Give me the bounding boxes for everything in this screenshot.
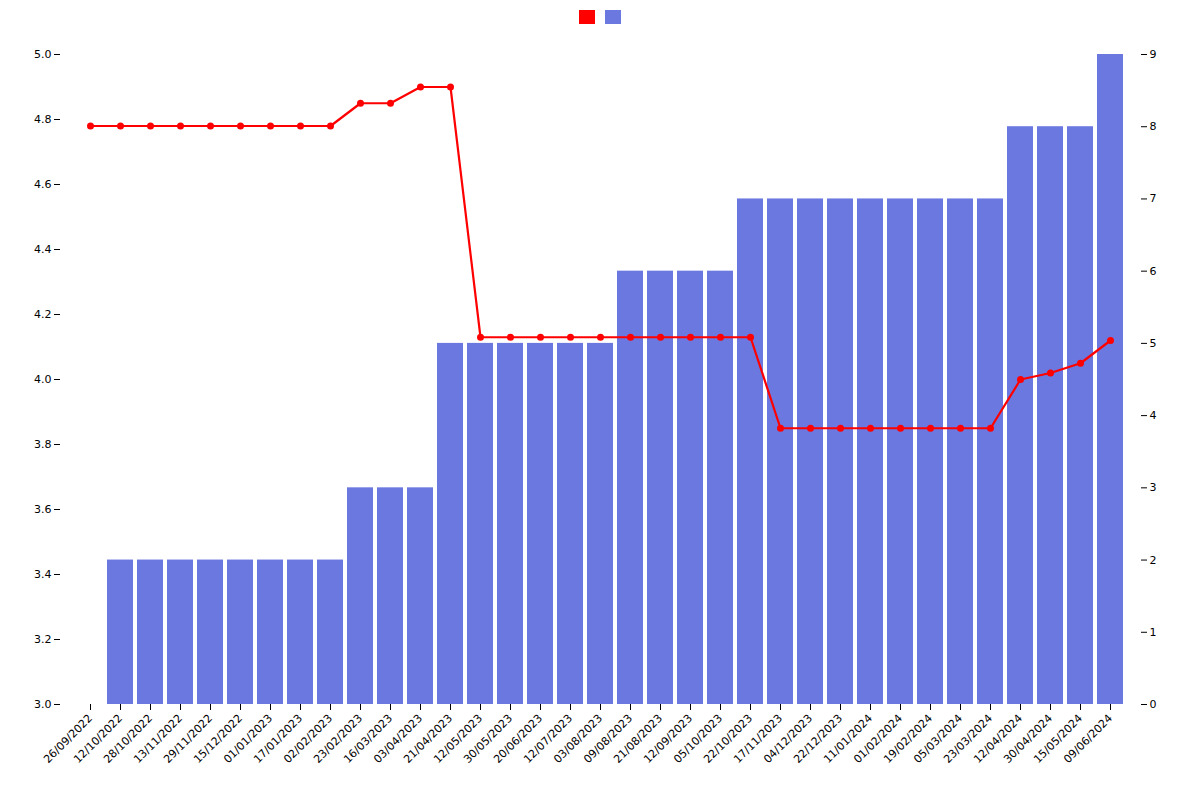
svg-text:3.8: 3.8 bbox=[34, 438, 52, 451]
svg-text:22/10/2023: 22/10/2023 bbox=[701, 711, 756, 766]
svg-text:20/06/2023: 20/06/2023 bbox=[491, 711, 546, 766]
svg-text:21/04/2023: 21/04/2023 bbox=[401, 711, 456, 766]
svg-text:5.0: 5.0 bbox=[34, 48, 52, 61]
svg-text:1: 1 bbox=[1150, 626, 1157, 639]
svg-text:12/05/2023: 12/05/2023 bbox=[431, 711, 486, 766]
svg-text:0: 0 bbox=[1150, 698, 1157, 711]
svg-text:19/02/2024: 19/02/2024 bbox=[881, 711, 936, 766]
svg-text:2: 2 bbox=[1150, 554, 1157, 567]
svg-text:03/08/2023: 03/08/2023 bbox=[551, 711, 606, 766]
svg-text:9: 9 bbox=[1150, 48, 1157, 61]
svg-text:01/02/2024: 01/02/2024 bbox=[851, 711, 906, 766]
svg-text:3.2: 3.2 bbox=[34, 633, 52, 646]
svg-text:4.4: 4.4 bbox=[34, 243, 52, 256]
svg-text:7: 7 bbox=[1150, 192, 1157, 205]
svg-text:12/10/2022: 12/10/2022 bbox=[71, 711, 126, 766]
svg-text:22/12/2023: 22/12/2023 bbox=[791, 711, 846, 766]
svg-text:17/11/2023: 17/11/2023 bbox=[731, 711, 786, 766]
svg-text:21/08/2023: 21/08/2023 bbox=[611, 711, 666, 766]
svg-text:30/04/2024: 30/04/2024 bbox=[1001, 711, 1056, 766]
svg-text:04/12/2023: 04/12/2023 bbox=[761, 711, 816, 766]
svg-text:15/12/2022: 15/12/2022 bbox=[191, 711, 246, 766]
svg-text:11/01/2024: 11/01/2024 bbox=[821, 711, 876, 766]
svg-text:4.2: 4.2 bbox=[34, 308, 52, 321]
svg-text:30/05/2023: 30/05/2023 bbox=[461, 711, 516, 766]
svg-text:03/04/2023: 03/04/2023 bbox=[371, 711, 426, 766]
svg-text:23/02/2023: 23/02/2023 bbox=[311, 711, 366, 766]
svg-text:3.4: 3.4 bbox=[34, 568, 52, 581]
svg-text:26/09/2022: 26/09/2022 bbox=[41, 711, 96, 766]
svg-text:05/10/2023: 05/10/2023 bbox=[671, 711, 726, 766]
svg-text:4.0: 4.0 bbox=[34, 373, 52, 386]
svg-text:5: 5 bbox=[1150, 337, 1157, 350]
svg-text:02/02/2023: 02/02/2023 bbox=[281, 711, 336, 766]
svg-text:12/07/2023: 12/07/2023 bbox=[521, 711, 576, 766]
svg-text:13/11/2022: 13/11/2022 bbox=[131, 711, 186, 766]
svg-text:3: 3 bbox=[1150, 481, 1157, 494]
svg-text:01/01/2023: 01/01/2023 bbox=[221, 711, 276, 766]
svg-text:05/03/2024: 05/03/2024 bbox=[911, 711, 966, 766]
svg-text:15/05/2024: 15/05/2024 bbox=[1031, 711, 1086, 766]
svg-text:09/06/2024: 09/06/2024 bbox=[1061, 712, 1115, 766]
svg-text:3.0: 3.0 bbox=[34, 698, 52, 711]
svg-text:28/10/2022: 28/10/2022 bbox=[101, 711, 156, 766]
svg-text:12/09/2023: 12/09/2023 bbox=[641, 711, 696, 766]
svg-text:4.8: 4.8 bbox=[34, 113, 52, 126]
svg-text:29/11/2022: 29/11/2022 bbox=[161, 711, 216, 766]
svg-text:3.6: 3.6 bbox=[34, 503, 52, 516]
svg-text:16/03/2023: 16/03/2023 bbox=[341, 711, 396, 766]
svg-text:4.6: 4.6 bbox=[34, 178, 52, 191]
svg-text:23/03/2024: 23/03/2024 bbox=[941, 711, 996, 766]
svg-text:6: 6 bbox=[1150, 265, 1157, 278]
svg-text:09/08/2023: 09/08/2023 bbox=[581, 711, 636, 766]
svg-text:17/01/2023: 17/01/2023 bbox=[251, 711, 306, 766]
svg-text:8: 8 bbox=[1150, 120, 1157, 133]
svg-text:4: 4 bbox=[1150, 409, 1157, 422]
svg-text:12/04/2024: 12/04/2024 bbox=[971, 711, 1026, 766]
